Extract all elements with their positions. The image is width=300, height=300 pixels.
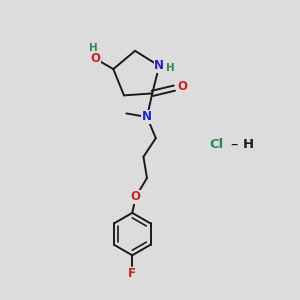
Text: –: – (230, 136, 238, 152)
Text: O: O (91, 52, 100, 65)
Text: O: O (178, 80, 188, 93)
Text: F: F (128, 267, 136, 280)
Text: H: H (243, 138, 254, 151)
Text: N: N (142, 110, 152, 124)
Text: H: H (89, 43, 98, 52)
Text: O: O (131, 190, 141, 203)
Text: H: H (166, 63, 175, 73)
Text: Cl: Cl (209, 138, 224, 151)
Text: N: N (154, 59, 164, 72)
